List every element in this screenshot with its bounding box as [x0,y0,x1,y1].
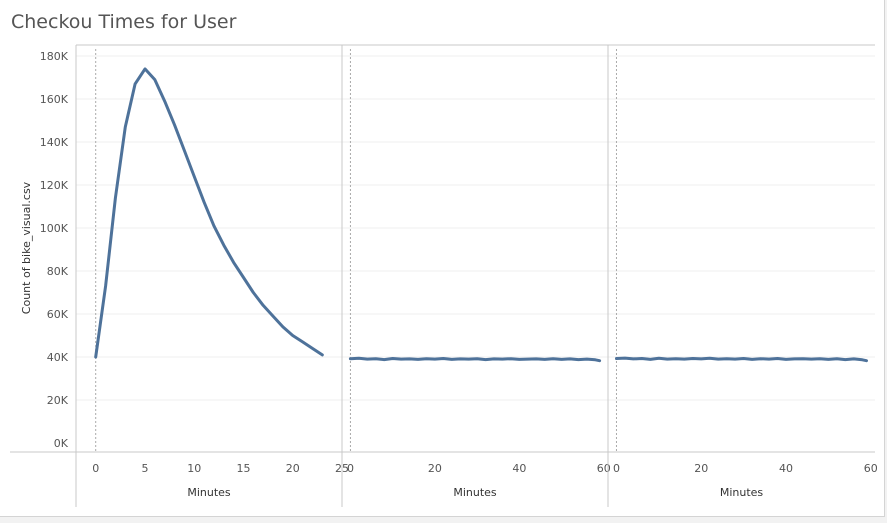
y-tick-label: 140K [40,136,69,149]
x-tick-label: 10 [187,462,201,475]
y-tick-label: 160K [40,93,69,106]
x-tick-label: 60 [597,462,611,475]
y-tick-label: 0K [54,437,69,450]
y-tick-label: 100K [40,222,69,235]
y-tick-label: 120K [40,179,69,192]
series-line [94,67,324,359]
y-axis-label: Count of bike_visual.csv [20,181,33,314]
x-tick-label: 15 [236,462,250,475]
x-tick-label: 40 [779,462,793,475]
y-tick-label: 80K [47,265,69,278]
x-axis-label: Minutes [720,486,764,499]
series-line [348,356,602,363]
x-tick-label: 20 [428,462,442,475]
chart-title: Checkou Times for User [11,11,237,33]
x-tick-label: 60 [864,462,878,475]
x-tick-label: 5 [141,462,148,475]
x-tick-label: 0 [347,462,354,475]
y-tick-label: 40K [47,351,69,364]
y-tick-label: 20K [47,394,69,407]
y-tick-label: 180K [40,50,69,63]
x-tick-label: 20 [286,462,300,475]
x-axis-label: Minutes [453,486,497,499]
x-tick-label: 20 [694,462,708,475]
x-tick-label: 0 [613,462,620,475]
x-tick-label: 0 [92,462,99,475]
x-axis-label: Minutes [187,486,231,499]
y-tick-label: 60K [47,308,69,321]
x-tick-label: 40 [512,462,526,475]
series-line [615,356,868,363]
